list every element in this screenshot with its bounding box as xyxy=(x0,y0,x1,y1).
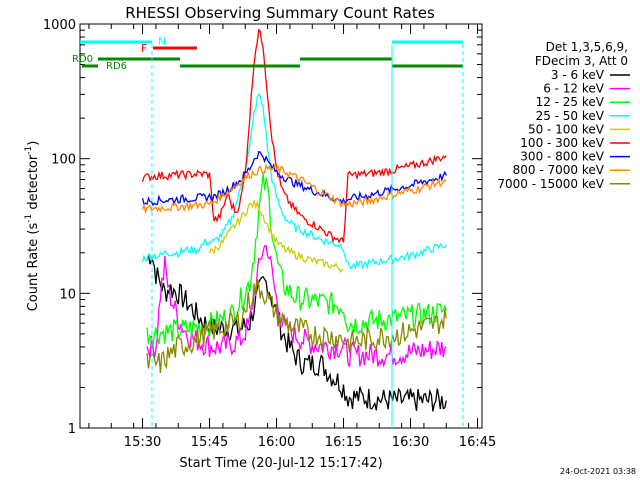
x-tick-label: 16:30 xyxy=(392,435,429,450)
y-label-part-2: detector xyxy=(26,154,41,214)
legend-label: 25 - 50 keV xyxy=(536,109,605,123)
x-tick-label: 15:45 xyxy=(191,435,228,450)
x-axis-label: Start Time (20-Jul-12 15:17:42) xyxy=(179,456,382,471)
series-line xyxy=(141,93,447,271)
annotation-bars: N F RD0 RD6 xyxy=(72,35,464,428)
legend-label: 3 - 6 keV xyxy=(551,68,605,82)
legend-label: 12 - 25 keV xyxy=(536,95,605,109)
x-tick-label: 16:45 xyxy=(459,435,496,450)
legend-label: 7000 - 15000 keV xyxy=(497,177,604,191)
series-line xyxy=(141,28,447,244)
x-tick-label: 16:00 xyxy=(258,435,295,450)
legend: Det 1,3,5,6,9, FDecim 3, Att 0 3 - 6 keV… xyxy=(497,40,630,191)
legend-label: 50 - 100 keV xyxy=(528,122,605,136)
footer-date: 24-Oct-2021 03:38 xyxy=(560,467,636,476)
plot-frame xyxy=(79,23,483,429)
y-axis-label: Count Rate (s-1 detector-1) xyxy=(24,141,41,312)
y-label-part-1: Count Rate (s xyxy=(26,223,41,312)
rd6-label: RD6 xyxy=(106,61,127,72)
y-tick-label: 1 xyxy=(68,422,76,437)
y-tick-label: 1000 xyxy=(43,18,76,33)
legend-label: 6 - 12 keV xyxy=(543,82,605,96)
chart-title: RHESSI Observing Summary Count Rates xyxy=(125,4,435,22)
y-tick-label: 100 xyxy=(51,153,76,168)
legend-label: 300 - 800 keV xyxy=(520,150,604,164)
x-tick-label: 15:30 xyxy=(124,435,161,450)
rd0-label: RD0 xyxy=(72,54,93,65)
series-line xyxy=(208,199,344,273)
y-axis-ticks: 1 10 100 1000 xyxy=(43,18,482,437)
n-label: N xyxy=(158,35,166,48)
series-line xyxy=(146,172,447,346)
y-label-sup-1: -1 xyxy=(24,214,34,223)
series-line xyxy=(141,150,447,207)
f-label: F xyxy=(141,42,147,55)
series-line xyxy=(141,163,447,215)
x-tick-label: 16:15 xyxy=(325,435,362,450)
x-axis-ticks: 15:30 15:45 16:00 16:15 16:30 16:45 xyxy=(88,24,496,450)
series-line xyxy=(146,278,447,373)
legend-header-2: FDecim 3, Att 0 xyxy=(535,54,628,68)
plot-area xyxy=(141,28,447,412)
legend-label: 100 - 300 keV xyxy=(520,136,604,150)
y-label-sup-2: -1 xyxy=(24,146,34,155)
y-tick-label: 10 xyxy=(59,287,76,302)
legend-label: 800 - 7000 keV xyxy=(513,163,605,177)
y-label-part-3: ) xyxy=(26,141,41,146)
series-line xyxy=(146,252,447,412)
legend-header-1: Det 1,3,5,6,9, xyxy=(546,40,628,54)
